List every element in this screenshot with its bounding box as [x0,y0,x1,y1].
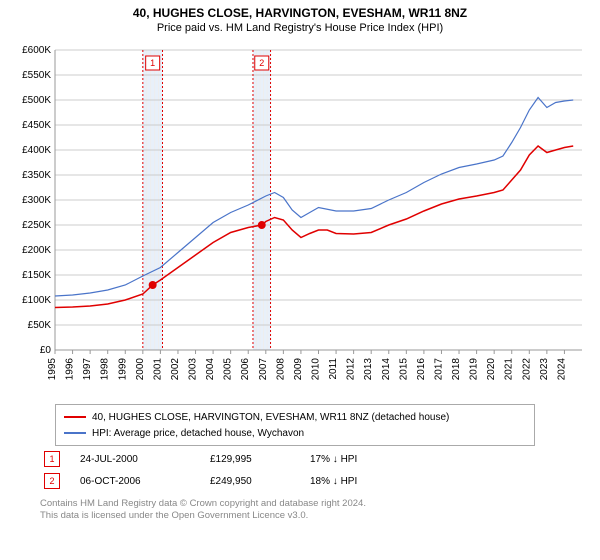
chart-svg: £0 £50K £100K £150K £200K £250K £300K £350K £400… [8,44,592,394]
svg-text:2007: 2007 [258,358,269,381]
svg-text:2010: 2010 [311,358,322,381]
svg-text:1995: 1995 [47,358,58,381]
svg-text:2020: 2020 [486,358,497,381]
chart-title: 40, HUGHES CLOSE, HARVINGTON, EVESHAM, W… [0,0,600,20]
svg-text:£600K: £600K [22,45,51,56]
svg-text:2017: 2017 [433,358,444,381]
svg-text:2001: 2001 [152,358,163,381]
svg-text:2012: 2012 [346,358,357,381]
sale-diff: 17% ↓ HPI [310,454,410,465]
legend-item: 40, HUGHES CLOSE, HARVINGTON, EVESHAM, W… [64,409,526,425]
svg-text:£450K: £450K [22,120,51,131]
svg-text:1999: 1999 [117,358,128,381]
chart-area: £0 £50K £100K £150K £200K £250K £300K £350K £400… [8,44,592,394]
svg-text:2022: 2022 [521,358,532,381]
svg-text:2021: 2021 [504,358,515,381]
svg-text:2002: 2002 [170,358,181,381]
svg-text:2011: 2011 [328,358,339,380]
svg-text:£300K: £300K [22,195,51,206]
sale-price: £129,995 [210,454,310,465]
svg-text:£550K: £550K [22,70,51,81]
svg-text:£100K: £100K [22,295,51,306]
svg-text:2024: 2024 [556,358,567,381]
svg-text:2014: 2014 [381,358,392,381]
sale-row: 2 06-OCT-2006£249,95018% ↓ HPI [40,470,560,492]
legend: 40, HUGHES CLOSE, HARVINGTON, EVESHAM, W… [55,404,535,446]
svg-text:2009: 2009 [293,358,304,381]
legend-label: 40, HUGHES CLOSE, HARVINGTON, EVESHAM, W… [92,412,449,423]
svg-text:£150K: £150K [22,270,51,281]
svg-text:2000: 2000 [135,358,146,381]
sale-row: 1 24-JUL-2000£129,99517% ↓ HPI [40,448,560,470]
svg-text:£0: £0 [40,345,52,356]
svg-text:1998: 1998 [100,358,111,381]
sale-marker: 1 [44,451,60,467]
sale-date: 24-JUL-2000 [80,454,210,465]
svg-text:£500K: £500K [22,95,51,106]
svg-text:2008: 2008 [275,358,286,381]
footer-line1: Contains HM Land Registry data © Crown c… [40,498,366,510]
svg-text:2018: 2018 [451,358,462,381]
svg-text:1: 1 [150,58,155,68]
chart-subtitle: Price paid vs. HM Land Registry's House … [0,20,600,34]
svg-text:1997: 1997 [82,358,93,381]
sale-marker: 2 [44,473,60,489]
svg-text:£200K: £200K [22,245,51,256]
svg-text:1996: 1996 [65,358,76,381]
svg-text:£250K: £250K [22,220,51,231]
legend-label: HPI: Average price, detached house, Wych… [92,428,304,439]
svg-text:2005: 2005 [223,358,234,381]
sale-price: £249,950 [210,476,310,487]
svg-text:2015: 2015 [398,358,409,381]
svg-text:2023: 2023 [539,358,550,381]
svg-text:2019: 2019 [469,358,480,381]
svg-text:2013: 2013 [363,358,374,381]
legend-swatch [64,432,86,434]
sales-table: 1 24-JUL-2000£129,99517% ↓ HPI 2 06-OCT-200… [40,448,560,492]
svg-text:2006: 2006 [240,358,251,381]
footer: Contains HM Land Registry data © Crown c… [40,498,366,523]
sale-diff: 18% ↓ HPI [310,476,410,487]
svg-text:2004: 2004 [205,358,216,381]
svg-text:2016: 2016 [416,358,427,381]
svg-text:£400K: £400K [22,145,51,156]
svg-text:2003: 2003 [188,358,199,381]
svg-text:2: 2 [259,58,264,68]
legend-swatch [64,416,86,418]
svg-text:£350K: £350K [22,170,51,181]
chart-container: 40, HUGHES CLOSE, HARVINGTON, EVESHAM, W… [0,0,600,560]
sale-date: 06-OCT-2006 [80,476,210,487]
legend-item: HPI: Average price, detached house, Wych… [64,425,526,441]
footer-line2: This data is licensed under the Open Gov… [40,510,366,522]
svg-text:£50K: £50K [28,320,52,331]
